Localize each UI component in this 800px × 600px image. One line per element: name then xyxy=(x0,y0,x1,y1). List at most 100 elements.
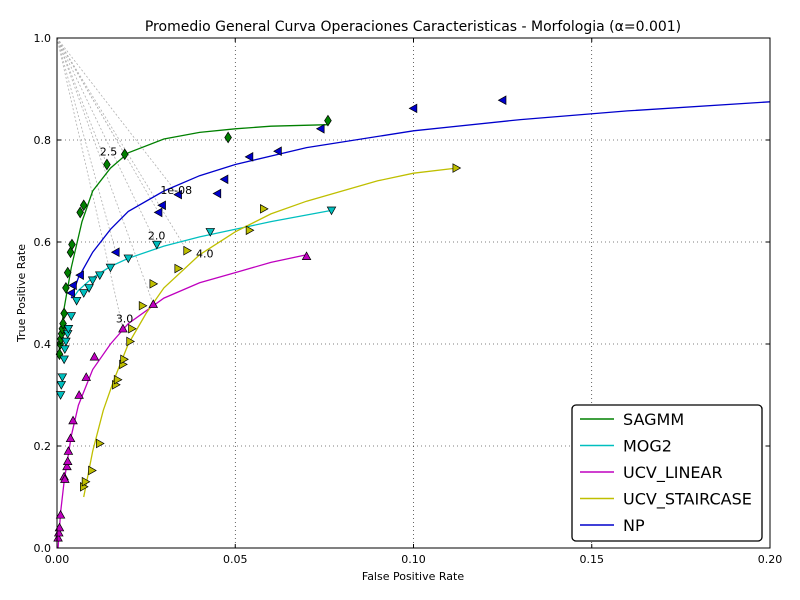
marker-mog2 xyxy=(55,391,66,400)
marker-sagmm xyxy=(120,148,129,161)
marker-mog2 xyxy=(205,228,216,237)
marker-np xyxy=(75,270,84,280)
guide-line xyxy=(56,37,126,155)
marker-ucv-staircase xyxy=(149,279,159,289)
grid-lines xyxy=(57,38,770,548)
marker-ucv-linear xyxy=(118,323,128,333)
guide-lines xyxy=(56,37,188,329)
threshold-annotation: 1e-08 xyxy=(160,184,192,197)
marker-np xyxy=(219,174,229,185)
marker-ucv-linear xyxy=(74,390,84,399)
guide-line xyxy=(56,37,108,165)
marker-mog2 xyxy=(326,206,337,216)
marker-ucv-staircase xyxy=(452,163,462,173)
marker-ucv-staircase xyxy=(245,225,255,236)
marker-mog2 xyxy=(84,284,94,293)
marker-mog2 xyxy=(60,345,70,355)
y-tick-label: 1.0 xyxy=(34,32,52,45)
y-tick-label: 0.0 xyxy=(34,542,52,555)
y-tick-label: 0.6 xyxy=(34,236,52,249)
annotations: 2.5 1e-08 2.0 4.0 3.0 xyxy=(100,145,214,325)
marker-mog2 xyxy=(78,289,89,298)
axis-ticks: 0.00 0.05 0.10 0.15 0.20 0.0 0.2 0.4 0.6 0.8 1.0 xyxy=(34,32,783,566)
y-tick-label: 0.8 xyxy=(34,134,52,147)
guide-line xyxy=(56,37,124,329)
data-markers xyxy=(53,95,507,542)
marker-np xyxy=(110,247,120,257)
marker-sagmm xyxy=(103,158,111,171)
marker-np xyxy=(173,189,182,200)
legend-label: NP xyxy=(623,516,645,535)
threshold-annotation: 2.5 xyxy=(100,145,118,158)
guide-line xyxy=(56,37,117,253)
marker-ucv-linear xyxy=(148,299,159,308)
marker-mog2 xyxy=(105,263,116,273)
legend-label: UCV_STAIRCASE xyxy=(623,490,752,510)
threshold-annotation: 3.0 xyxy=(116,313,134,326)
marker-ucv-linear xyxy=(63,446,74,455)
marker-mog2 xyxy=(66,312,77,321)
marker-sagmm xyxy=(79,199,88,212)
marker-mog2 xyxy=(57,373,68,383)
series-line-ucv-staircase xyxy=(83,167,457,498)
marker-sagmm xyxy=(224,131,232,144)
marker-np xyxy=(315,123,325,134)
marker-np xyxy=(153,207,163,218)
marker-ucv-linear xyxy=(68,415,78,425)
marker-mog2 xyxy=(94,271,105,281)
marker-ucv-staircase xyxy=(128,323,137,334)
marker-ucv-linear xyxy=(301,251,312,260)
marker-mog2 xyxy=(61,337,71,347)
marker-np xyxy=(212,188,222,199)
marker-ucv-linear xyxy=(65,433,76,443)
marker-ucv-staircase xyxy=(81,476,91,487)
marker-ucv-staircase xyxy=(183,245,193,256)
marker-np xyxy=(68,280,77,291)
marker-np xyxy=(273,146,282,157)
chart-title: Promedio General Curva Operaciones Carac… xyxy=(145,19,681,35)
marker-sagmm xyxy=(60,307,68,320)
marker-np xyxy=(408,103,418,114)
marker-mog2 xyxy=(123,254,134,264)
marker-ucv-staircase xyxy=(113,374,123,385)
x-axis-label: False Positive Rate xyxy=(362,570,464,583)
marker-sagmm xyxy=(68,238,76,251)
marker-np xyxy=(497,95,507,106)
marker-ucv-linear xyxy=(89,351,100,361)
marker-np xyxy=(157,200,166,211)
marker-np xyxy=(244,152,254,162)
marker-ucv-staircase xyxy=(138,300,148,311)
marker-ucv-linear xyxy=(62,461,72,471)
marker-ucv-linear xyxy=(55,509,66,519)
marker-np xyxy=(66,288,75,298)
x-tick-label: 0.10 xyxy=(401,553,426,566)
marker-ucv-linear xyxy=(60,474,70,483)
marker-ucv-staircase xyxy=(260,204,269,214)
marker-ucv-linear xyxy=(62,456,73,466)
guide-line xyxy=(56,37,154,305)
marker-ucv-staircase xyxy=(120,354,129,365)
marker-sagmm xyxy=(324,114,332,127)
series-line-mog2 xyxy=(72,209,332,299)
marker-mog2 xyxy=(71,296,82,306)
marker-mog2 xyxy=(59,355,69,365)
legend: SAGMM MOG2 UCV_LINEAR UCV_STAIRCASE NP xyxy=(571,404,763,542)
marker-mog2 xyxy=(63,324,74,334)
threshold-annotation: 4.0 xyxy=(196,247,214,260)
marker-ucv-linear xyxy=(81,372,92,381)
guide-line xyxy=(56,37,179,195)
legend-box xyxy=(571,404,763,542)
marker-mog2 xyxy=(56,381,67,390)
marker-ucv-staircase xyxy=(126,336,136,347)
marker-ucv-linear xyxy=(53,532,63,542)
marker-mog2 xyxy=(87,276,98,286)
marker-ucv-staircase xyxy=(88,465,97,476)
marker-sagmm xyxy=(63,266,72,279)
x-tick-label: 0.20 xyxy=(758,553,783,566)
y-tick-label: 0.4 xyxy=(34,338,52,351)
marker-sagmm xyxy=(76,206,84,219)
marker-mog2 xyxy=(152,240,162,250)
y-axis-label: True Positive Rate xyxy=(15,244,28,343)
legend-label: SAGMM xyxy=(623,410,684,429)
